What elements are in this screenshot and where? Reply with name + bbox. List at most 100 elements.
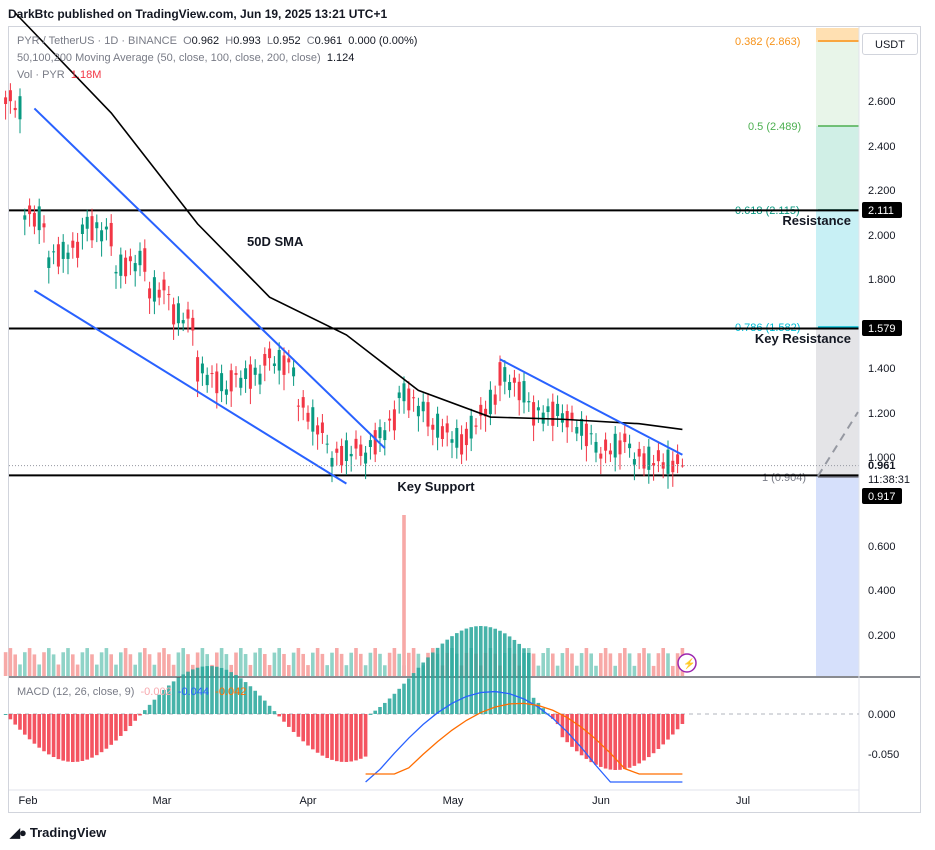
macd-histogram-bar	[263, 700, 267, 714]
volume-bar	[23, 652, 27, 676]
price-badge-label: 0.917	[868, 491, 896, 503]
macd-histogram-bar	[277, 714, 281, 717]
volume-bar	[157, 652, 161, 676]
candle-body	[666, 449, 670, 474]
volume-bar	[219, 648, 224, 676]
fib-level-label: 1 (0.904)	[762, 472, 806, 484]
candle-body	[205, 374, 209, 386]
volume-bar	[359, 653, 363, 676]
macd-histogram-bar	[373, 710, 377, 714]
macd-tick-label: -0.050	[868, 749, 899, 761]
tradingview-footer[interactable]: ◢● TradingView	[10, 825, 106, 841]
candle-body	[37, 206, 41, 231]
volume-bar	[656, 653, 661, 676]
volume-bar	[51, 654, 56, 676]
volume-bar	[531, 653, 536, 676]
volume-bar	[282, 653, 286, 676]
volume-label: Vol · PYR	[17, 69, 65, 81]
volume-bar	[315, 648, 320, 676]
fib-zone	[816, 42, 859, 126]
candle-body	[474, 425, 478, 427]
volume-bar	[536, 665, 541, 676]
macd-histogram-bar	[8, 714, 13, 720]
volume-bar	[671, 665, 675, 676]
volume-legend[interactable]: Vol · PYR 1.18M	[17, 69, 101, 81]
candle-body	[488, 389, 492, 415]
candle-body	[469, 415, 473, 439]
volume-bar	[37, 664, 41, 676]
macd-histogram-bar	[378, 707, 382, 714]
candle-body	[517, 381, 521, 401]
volume-bar	[85, 648, 89, 676]
candle-body	[244, 368, 248, 379]
macd-histogram-bar	[632, 714, 637, 766]
volume-bar	[42, 652, 46, 676]
candle-body	[623, 433, 627, 443]
macd-histogram-bar	[133, 714, 137, 721]
volume-bar	[627, 653, 632, 676]
candle-body	[124, 257, 128, 277]
candle-body	[551, 401, 555, 426]
macd-histogram-bar	[354, 714, 358, 761]
volume-bar	[75, 664, 80, 676]
candle-body	[330, 457, 334, 467]
macd-histogram-bar	[522, 648, 526, 714]
footer-brand: TradingView	[29, 825, 107, 840]
volume-bar	[647, 653, 651, 676]
macd-histogram-bar	[479, 626, 483, 714]
candle-body	[85, 216, 89, 229]
candle-body	[311, 407, 315, 432]
candle-body	[215, 371, 219, 394]
volume-bar	[104, 648, 109, 676]
volume-bar	[311, 652, 315, 676]
macd-histogram-bar	[474, 626, 478, 714]
macd-histogram-bar	[27, 714, 32, 740]
candle-body	[200, 363, 204, 374]
ma-legend[interactable]: 50,100,200 Moving Average (50, close, 10…	[17, 52, 354, 64]
volume-bar	[555, 665, 560, 676]
candle-body	[364, 452, 368, 464]
low-value: 0.952	[273, 35, 301, 47]
macd-histogram-bar	[339, 714, 344, 762]
macd-histogram-bar	[176, 677, 181, 714]
candle-body	[402, 383, 406, 402]
candle-body	[138, 250, 142, 266]
volume-bar	[99, 652, 104, 676]
candle-body	[229, 370, 233, 392]
fib-level-label: 0.5 (2.489)	[748, 121, 801, 133]
candle-body	[292, 367, 296, 377]
currency-button[interactable]: USDT	[862, 33, 918, 55]
macd-histogram-bar	[37, 714, 41, 748]
macd-histogram-bar	[647, 714, 651, 758]
macd-histogram-bar	[138, 714, 142, 716]
macd-histogram-bar	[387, 698, 392, 714]
symbol-name: PYR / TetherUS · 1D · BINANCE	[17, 35, 177, 47]
candle-body	[580, 418, 584, 436]
time-axis-label: Mar	[153, 795, 172, 807]
volume-bar	[637, 653, 641, 676]
time-axis-label: May	[443, 795, 464, 807]
macd-histogram-bar	[450, 636, 454, 714]
macd-histogram-bar	[205, 666, 209, 714]
volume-bar	[623, 648, 627, 676]
macd-histogram-bar	[551, 714, 555, 719]
symbol-legend[interactable]: PYR / TetherUS · 1D · BINANCE O0.962 H0.…	[17, 35, 418, 47]
macd-histogram-bar	[512, 639, 517, 714]
macd-histogram-bar	[445, 639, 449, 714]
volume-bar	[618, 653, 622, 676]
volume-bar	[56, 664, 61, 676]
fib-zone	[816, 126, 859, 210]
macd-histogram-bar	[195, 667, 200, 714]
candle-body	[272, 363, 276, 367]
volume-bar	[416, 653, 421, 676]
wedge-upper-trendline	[33, 107, 386, 449]
macd-histogram-bar	[661, 714, 665, 745]
ma-label: 50,100,200 Moving Average (50, close, 10…	[17, 52, 321, 64]
candle-body	[416, 405, 420, 417]
macd-histogram-bar	[608, 714, 613, 770]
candle-body	[52, 251, 56, 253]
sma-annotation: 50D SMA	[247, 234, 304, 249]
macd-legend[interactable]: MACD (12, 26, close, 9) -0.002 -0.044 -0…	[17, 686, 246, 698]
descending-resistance-trendline	[499, 358, 683, 456]
